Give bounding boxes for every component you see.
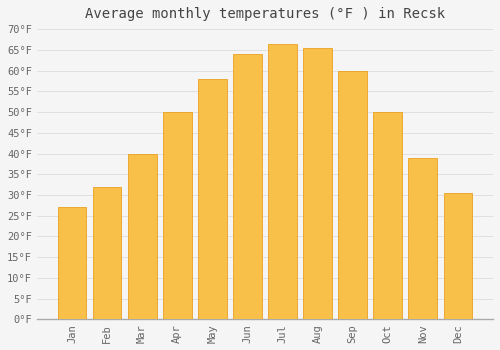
Bar bbox=[233, 54, 262, 320]
Bar bbox=[92, 187, 122, 320]
Title: Average monthly temperatures (°F ) in Recsk: Average monthly temperatures (°F ) in Re… bbox=[85, 7, 445, 21]
Bar bbox=[444, 193, 472, 320]
Bar bbox=[128, 154, 156, 320]
Bar bbox=[268, 43, 297, 320]
Bar bbox=[198, 79, 226, 320]
Bar bbox=[374, 112, 402, 320]
Bar bbox=[338, 71, 367, 320]
Bar bbox=[58, 208, 86, 320]
Bar bbox=[408, 158, 437, 320]
Bar bbox=[163, 112, 192, 320]
Bar bbox=[303, 48, 332, 320]
